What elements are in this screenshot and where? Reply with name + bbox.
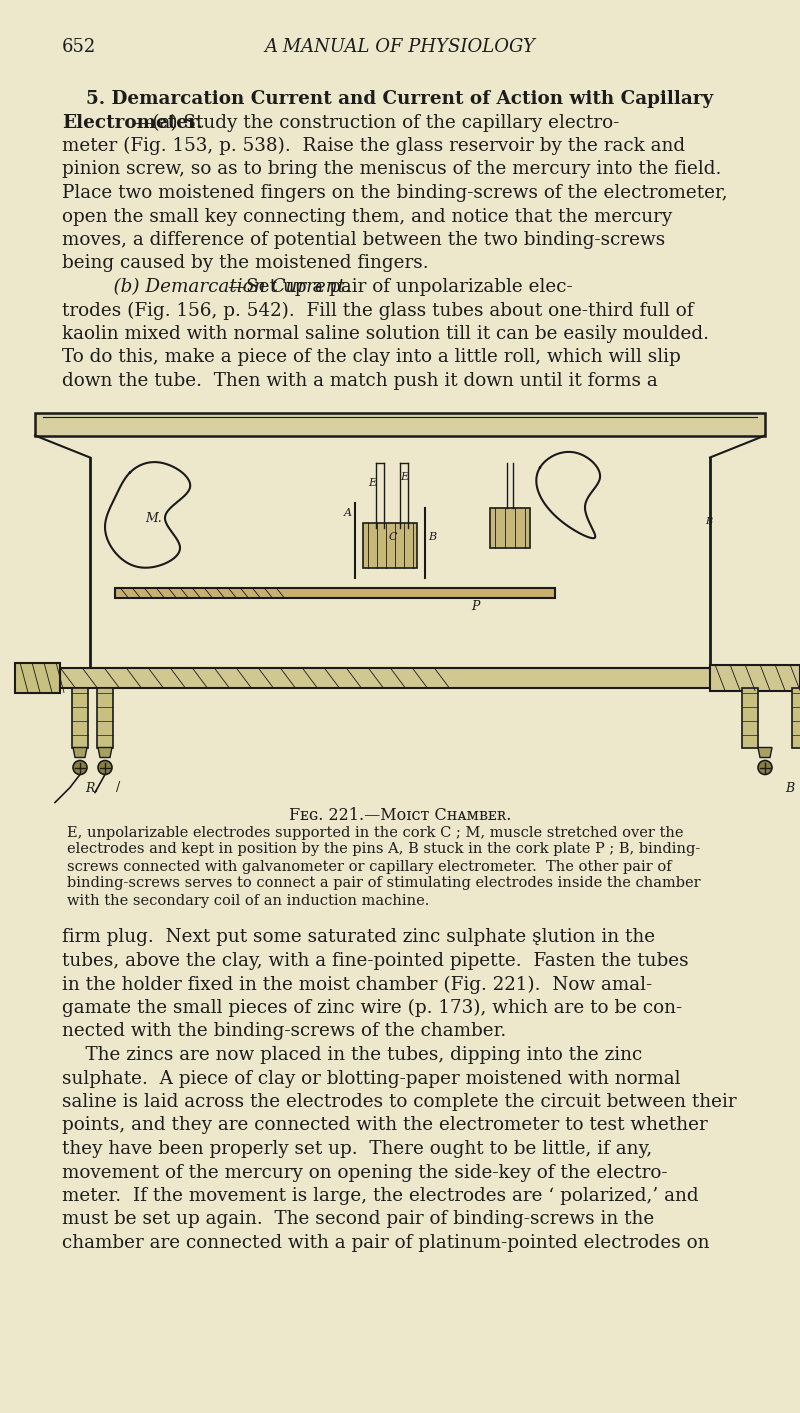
Text: /: / [116, 781, 120, 794]
Polygon shape [35, 413, 765, 435]
Text: movement of the mercury on opening the side-key of the electro-: movement of the mercury on opening the s… [62, 1163, 667, 1181]
Text: P: P [471, 599, 479, 612]
Polygon shape [98, 747, 112, 757]
Text: nected with the binding-screws of the chamber.: nected with the binding-screws of the ch… [62, 1023, 506, 1040]
Polygon shape [490, 507, 530, 547]
Text: 652: 652 [62, 38, 96, 57]
Polygon shape [97, 688, 113, 747]
Text: electrodes and kept in position by the pins A, B stuck in the cork plate P ; B, : electrodes and kept in position by the p… [67, 842, 700, 856]
Text: The zincs are now placed in the tubes, dipping into the zinc: The zincs are now placed in the tubes, d… [62, 1046, 642, 1064]
Polygon shape [73, 747, 87, 757]
Text: B: B [786, 781, 794, 794]
Text: chamber are connected with a pair of platinum-pointed electrodes on: chamber are connected with a pair of pla… [62, 1234, 710, 1252]
Polygon shape [758, 747, 772, 757]
Text: B: B [705, 517, 712, 527]
Text: meter (Fig. 153, p. 538).  Raise the glass reservoir by the rack and: meter (Fig. 153, p. 538). Raise the glas… [62, 137, 685, 155]
Text: being caused by the moistened fingers.: being caused by the moistened fingers. [62, 254, 429, 273]
Text: they have been properly set up.  There ought to be little, if any,: they have been properly set up. There ou… [62, 1140, 652, 1159]
Text: 5. Demarcation Current and Current of Action with Capillary: 5. Demarcation Current and Current of Ac… [86, 90, 714, 107]
Polygon shape [72, 688, 88, 747]
Text: gamate the small pieces of zinc wire (p. 173), which are to be con-: gamate the small pieces of zinc wire (p.… [62, 999, 682, 1017]
Text: A: A [344, 507, 352, 517]
Circle shape [73, 760, 87, 774]
Text: B: B [428, 533, 436, 543]
Polygon shape [710, 664, 800, 691]
Text: screws connected with galvanometer or capillary electrometer.  The other pair of: screws connected with galvanometer or ca… [67, 859, 672, 873]
Text: firm plug.  Next put some saturated zinc sulphate s̨lution in the: firm plug. Next put some saturated zinc … [62, 928, 655, 947]
Text: open the small key connecting them, and notice that the mercury: open the small key connecting them, and … [62, 208, 672, 226]
Text: must be set up again.  The second pair of binding-screws in the: must be set up again. The second pair of… [62, 1211, 654, 1228]
Text: points, and they are connected with the electrometer to test whether: points, and they are connected with the … [62, 1116, 708, 1135]
Text: down the tube.  Then with a match push it down until it forms a: down the tube. Then with a match push it… [62, 372, 658, 390]
Text: pinion screw, so as to bring the meniscus of the mercury into the field.: pinion screw, so as to bring the meniscu… [62, 161, 722, 178]
Text: Electrometer.: Electrometer. [62, 113, 202, 131]
Text: E: E [368, 478, 376, 487]
Text: —(a) Study the construction of the capillary electro-: —(a) Study the construction of the capil… [134, 113, 619, 131]
Text: R.: R. [86, 781, 98, 794]
Text: E: E [400, 472, 408, 482]
Circle shape [758, 760, 772, 774]
Text: with the secondary coil of an induction machine.: with the secondary coil of an induction … [67, 893, 430, 907]
Text: kaolin mixed with normal saline solution till it can be easily moulded.: kaolin mixed with normal saline solution… [62, 325, 709, 343]
Circle shape [98, 760, 112, 774]
Text: —Set up a pair of unpolarizable elec-: —Set up a pair of unpolarizable elec- [228, 278, 573, 295]
Text: in the holder fixed in the moist chamber (Fig. 221).  Now amal-: in the holder fixed in the moist chamber… [62, 975, 652, 993]
Text: tubes, above the clay, with a fine-pointed pipette.  Fasten the tubes: tubes, above the clay, with a fine-point… [62, 952, 689, 969]
Text: Fᴇɢ. 221.—Mᴏɪᴄᴛ Cʜᴀᴍʙᴇʀ.: Fᴇɢ. 221.—Mᴏɪᴄᴛ Cʜᴀᴍʙᴇʀ. [289, 807, 511, 825]
Text: To do this, make a piece of the clay into a little roll, which will slip: To do this, make a piece of the clay int… [62, 349, 681, 366]
Text: saline is laid across the electrodes to complete the circuit between their: saline is laid across the electrodes to … [62, 1094, 737, 1111]
Text: meter.  If the movement is large, the electrodes are ‘ polarized,’ and: meter. If the movement is large, the ele… [62, 1187, 698, 1205]
Text: E, unpolarizable electrodes supported in the cork C ; M, muscle stretched over t: E, unpolarizable electrodes supported in… [67, 825, 683, 839]
Text: sulphate.  A piece of clay or blotting-paper moistened with normal: sulphate. A piece of clay or blotting-pa… [62, 1070, 681, 1088]
Text: Place two moistened fingers on the binding-screws of the electrometer,: Place two moistened fingers on the bindi… [62, 184, 728, 202]
Text: (b) Demarcation Current.: (b) Demarcation Current. [90, 278, 351, 295]
Polygon shape [363, 523, 417, 568]
Text: trodes (Fig. 156, p. 542).  Fill the glass tubes about one-third full of: trodes (Fig. 156, p. 542). Fill the glas… [62, 301, 694, 319]
Text: M.: M. [145, 513, 162, 526]
Polygon shape [742, 688, 758, 747]
Text: C: C [389, 533, 398, 543]
Polygon shape [60, 667, 770, 688]
Text: moves, a difference of potential between the two binding-screws: moves, a difference of potential between… [62, 230, 666, 249]
Polygon shape [115, 588, 555, 598]
Text: A MANUAL OF PHYSIOLOGY: A MANUAL OF PHYSIOLOGY [265, 38, 535, 57]
Text: binding-screws serves to connect a pair of stimulating electrodes inside the cha: binding-screws serves to connect a pair … [67, 876, 701, 890]
Polygon shape [792, 688, 800, 747]
Polygon shape [15, 663, 60, 692]
